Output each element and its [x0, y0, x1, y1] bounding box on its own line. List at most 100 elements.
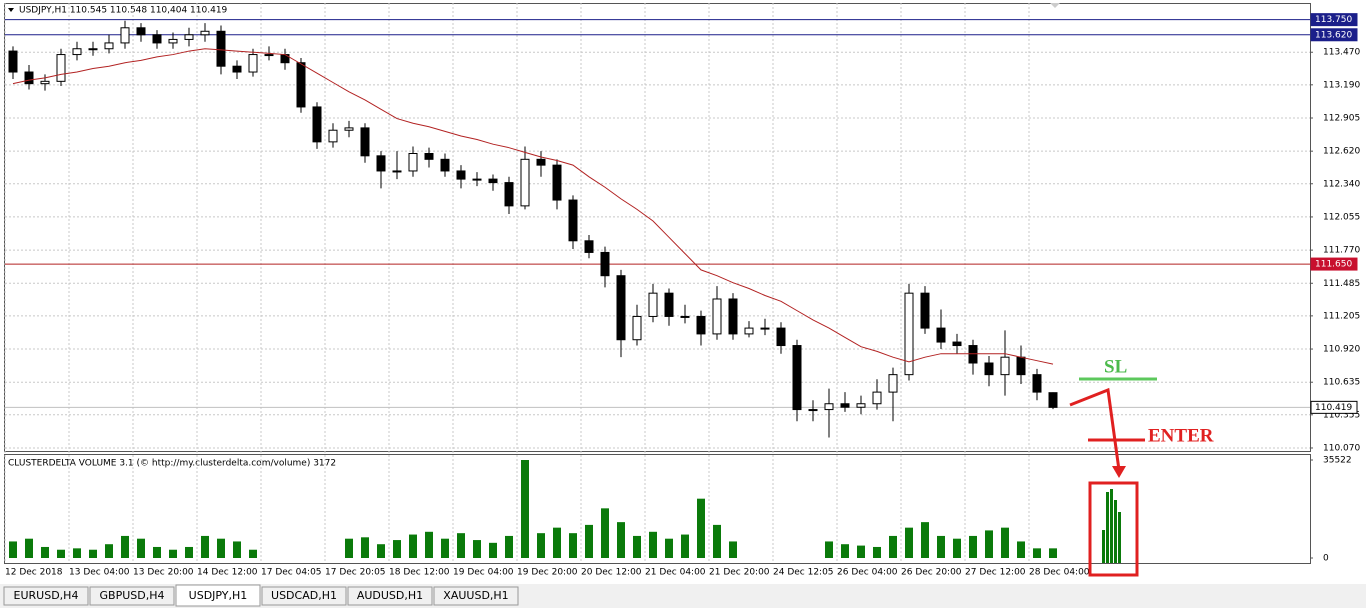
volume-bar [1033, 548, 1041, 559]
moving-average [12, 48, 1054, 365]
y-tick-label: 35522 [1323, 455, 1352, 465]
volume-bar [713, 524, 721, 559]
volume-bar [57, 549, 65, 559]
volume-bar [361, 537, 369, 559]
tab[interactable] [261, 586, 347, 606]
y-tick-label: 112.905 [1323, 113, 1360, 123]
candle-body [936, 327, 946, 343]
x-tick-label: 28 Dec 04:00 [1029, 568, 1090, 578]
volume-bar [505, 535, 513, 559]
candle-body [264, 54, 274, 57]
candle-body [1000, 356, 1010, 376]
candle-body [664, 292, 674, 317]
candle-body [648, 292, 658, 317]
volume-bar [521, 459, 529, 559]
volume-bar [457, 533, 465, 559]
candle-body [24, 71, 34, 85]
x-tick-label: 19 Dec 20:00 [517, 568, 578, 578]
tab[interactable] [347, 586, 433, 606]
candle-body [360, 127, 370, 157]
volume-bar [217, 538, 225, 559]
tab-label: GBPUSD,H4 [100, 589, 165, 602]
volume-bar [201, 535, 209, 559]
candle-body [824, 403, 834, 411]
x-tick-label: 12 Dec 2018 [5, 568, 63, 578]
y-tick-label: 111.770 [1323, 246, 1360, 256]
candle-body [568, 199, 578, 242]
candle-body [504, 182, 514, 207]
candle-body [680, 315, 690, 318]
candle-body [136, 27, 146, 36]
enter-label: ENTER [1148, 425, 1214, 446]
volume-bar [41, 546, 49, 559]
volume-bar [425, 531, 433, 559]
volume-bar [585, 524, 593, 559]
volume-bar [137, 538, 145, 559]
candle-body [56, 54, 66, 82]
volume-bar [553, 527, 561, 559]
volume-bar [473, 540, 481, 559]
shift-marker [1050, 3, 1060, 8]
candle-body [760, 327, 770, 330]
candle-body [152, 34, 162, 44]
sl-label: SL [1104, 356, 1127, 377]
candle-body [600, 251, 610, 277]
tab-label: USDJPY,H1 [189, 589, 248, 602]
volume-bar [185, 546, 193, 559]
volume-bar [537, 533, 545, 559]
candle-body [952, 341, 962, 347]
x-tick-label: 26 Dec 20:00 [901, 568, 962, 578]
y-tick-label: 113.190 [1323, 80, 1360, 90]
x-tick-label: 13 Dec 20:00 [133, 568, 194, 578]
level-box [1310, 257, 1358, 271]
volume-bar [601, 508, 609, 559]
x-tick-label: 17 Dec 04:05 [261, 568, 322, 578]
candle-body [40, 80, 50, 85]
volume-bar [969, 535, 977, 559]
candle-body [632, 315, 642, 341]
tab[interactable] [433, 586, 519, 606]
candle-body [696, 315, 706, 335]
volume-bar [441, 538, 449, 559]
level-label: 111.650 [1315, 260, 1352, 270]
volume-bar [697, 498, 705, 559]
y-tick-label: 111.485 [1323, 279, 1360, 289]
candle-body [888, 374, 898, 393]
volume-bar [617, 522, 625, 559]
y-tick-label: 0 [1323, 554, 1329, 564]
x-tick-label: 14 Dec 12:00 [197, 568, 258, 578]
volume-bar [1001, 527, 1009, 559]
candle-body [232, 65, 242, 73]
y-tick-label: 110.635 [1323, 378, 1360, 388]
candle-body [552, 164, 562, 201]
candle-body [104, 42, 114, 50]
tab[interactable] [175, 584, 261, 607]
tab[interactable] [89, 586, 175, 606]
candle-body [1048, 392, 1058, 408]
volume-bar [889, 535, 897, 559]
candle-body [88, 48, 98, 51]
volume-bar [249, 549, 257, 559]
volume-bar [857, 545, 865, 559]
tab-label: EURUSD,H4 [14, 589, 79, 602]
volume-bar [633, 535, 641, 559]
candle-body [616, 275, 626, 341]
menu-icon[interactable] [8, 8, 14, 12]
x-tick-label: 20 Dec 12:00 [581, 568, 642, 578]
candle-body [168, 38, 178, 44]
level-box [1310, 28, 1358, 42]
volume-title: CLUSTERDELTA VOLUME 3.1 (© http://my.clu… [8, 459, 336, 469]
x-tick-label: 21 Dec 04:00 [645, 568, 706, 578]
candle-body [248, 54, 258, 73]
tab[interactable] [3, 586, 89, 606]
tabs: EURUSD,H4 GBPUSD,H4 USDJPY,H1 USDCAD,H1 AUDU… [3, 584, 519, 607]
volume-bar [169, 549, 177, 559]
candle-body [8, 50, 18, 73]
candle-body [424, 152, 434, 160]
candle-body [312, 106, 322, 143]
volume-bar [377, 544, 385, 559]
volume-bar [25, 538, 33, 559]
volume-bar [905, 527, 913, 559]
